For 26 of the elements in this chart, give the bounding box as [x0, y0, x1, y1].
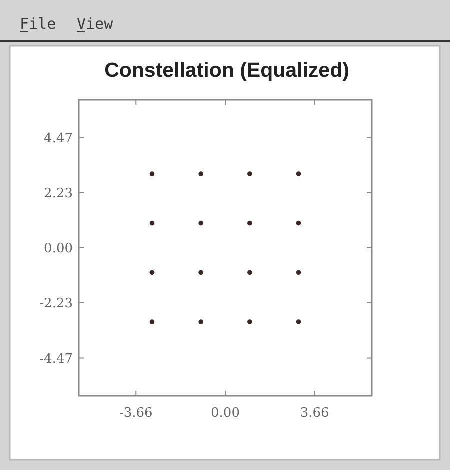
- point: [150, 220, 155, 226]
- point: [248, 172, 252, 176]
- y-tick-label: -4.47: [40, 352, 73, 367]
- y-tick-label: 2.23: [44, 186, 73, 202]
- point: [198, 172, 204, 176]
- y-tick-label: -2.23: [40, 296, 73, 312]
- menu-items: File View: [20, 15, 114, 33]
- point: [150, 270, 155, 276]
- point: [150, 172, 155, 176]
- y-tick-label: 0.00: [44, 242, 73, 257]
- point: [150, 320, 155, 324]
- point: [296, 220, 302, 226]
- point: [198, 320, 204, 324]
- point: [198, 270, 204, 276]
- point: [198, 220, 204, 226]
- chart-title: Constellation (Equalized): [104, 59, 350, 82]
- x-tick-label: -3.66: [119, 406, 153, 421]
- point: [296, 172, 302, 176]
- point: [248, 220, 252, 226]
- x-tick-label: 0.00: [211, 406, 240, 421]
- point: [248, 270, 252, 276]
- point: [248, 320, 252, 324]
- x-tick-label: 3.66: [300, 406, 330, 421]
- y-tick-label: 4.47: [44, 131, 73, 146]
- point: [296, 270, 302, 276]
- point: [296, 320, 302, 324]
